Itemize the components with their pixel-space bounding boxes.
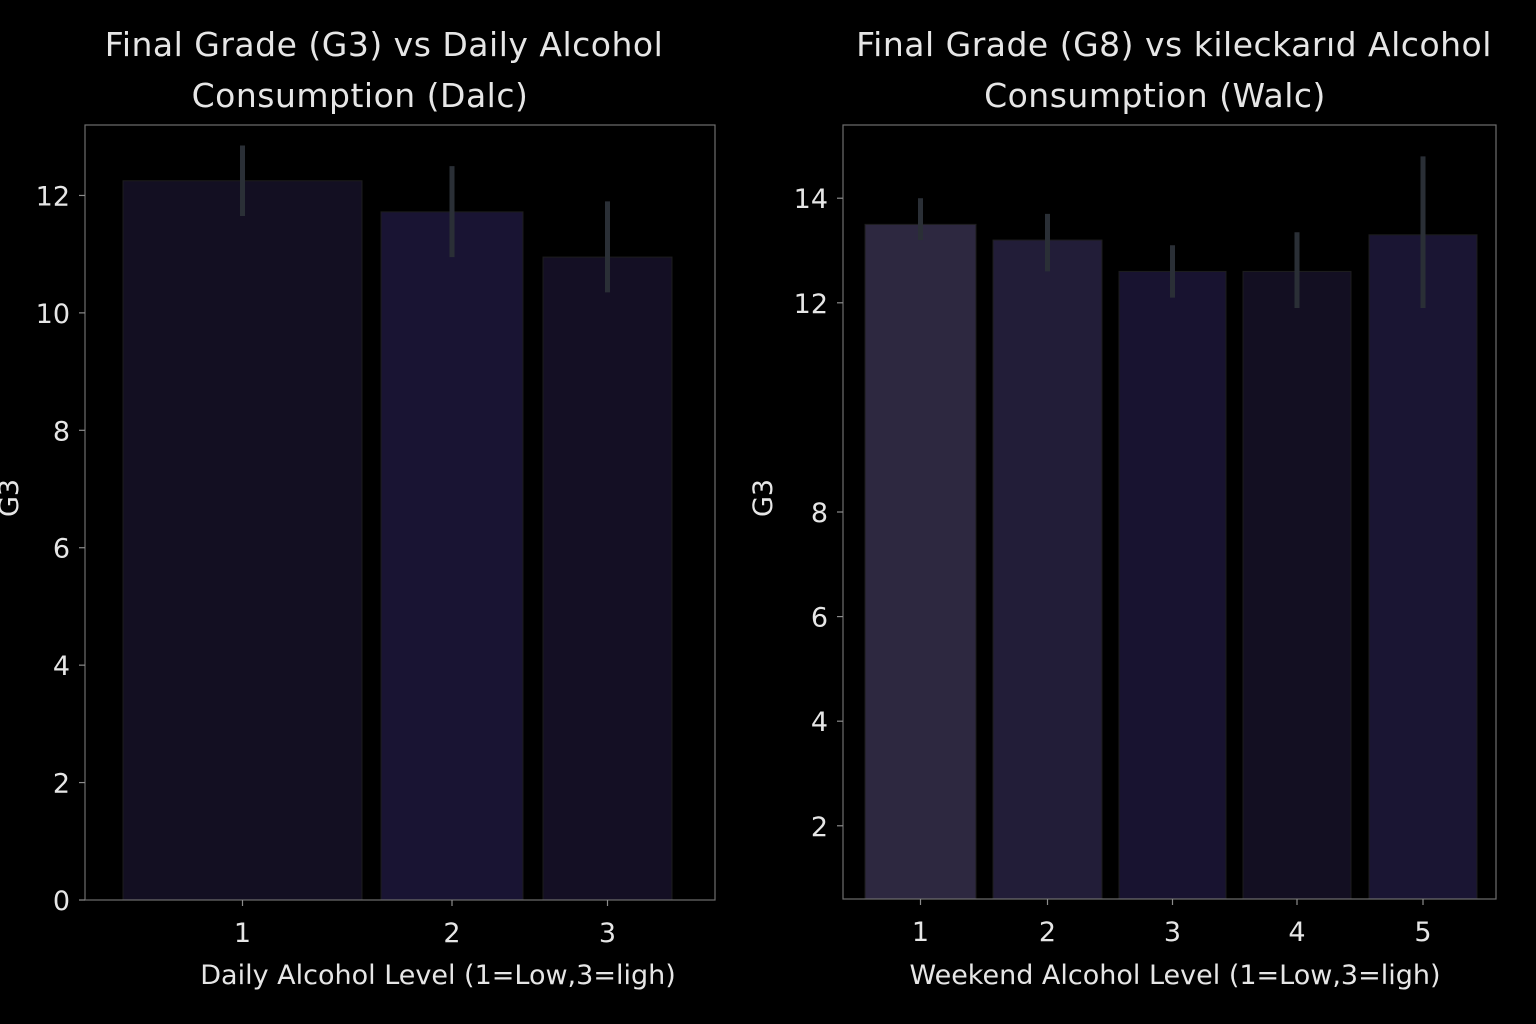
x-axis-ticks: 1 2 3 bbox=[234, 900, 616, 949]
x-tick-label: 3 bbox=[599, 918, 616, 949]
x-tick-label: 5 bbox=[1414, 917, 1431, 948]
bar-1 bbox=[122, 180, 363, 901]
weekend-alcohol-chart: Final Grade (G8) vs kileckarıd Alcohol C… bbox=[748, 25, 1497, 991]
plot-frame bbox=[84, 124, 716, 901]
error-bars bbox=[240, 145, 610, 293]
y-axis-label: G3 bbox=[748, 479, 779, 517]
bar-1 bbox=[864, 223, 977, 900]
bar-5 bbox=[1368, 234, 1478, 900]
y-tick-label: 14 bbox=[794, 184, 828, 215]
y-tick-label: 8 bbox=[811, 498, 828, 529]
y-tick-label: 10 bbox=[36, 299, 70, 330]
y-tick-label: 0 bbox=[53, 886, 70, 917]
y-tick-label: 6 bbox=[811, 603, 828, 634]
y-axis-label: G3 bbox=[0, 479, 25, 517]
error-bars bbox=[918, 156, 1426, 309]
y-tick-label: 2 bbox=[53, 769, 70, 800]
bar-3 bbox=[1118, 270, 1227, 900]
bar-4 bbox=[1242, 270, 1352, 900]
chart-title-line-2: Consumption (Dalc) bbox=[192, 76, 529, 115]
x-tick-label: 2 bbox=[1039, 917, 1056, 948]
y-tick-label: 4 bbox=[53, 651, 70, 682]
y-tick-label: 12 bbox=[36, 181, 70, 212]
bars bbox=[864, 223, 1478, 900]
bar-2 bbox=[380, 211, 524, 901]
bar-2 bbox=[992, 239, 1103, 900]
y-axis-ticks: 2 4 6 8 12 14 bbox=[794, 184, 843, 843]
x-axis-ticks: 1 2 3 4 5 bbox=[912, 899, 1432, 948]
x-tick-label: 4 bbox=[1288, 917, 1305, 948]
y-axis-ticks: 0 2 4 6 8 10 12 bbox=[36, 181, 85, 917]
y-tick-label: 6 bbox=[53, 534, 70, 565]
bar-3 bbox=[542, 256, 673, 901]
daily-alcohol-chart: Final Grade (G3) vs Daily Alcohol Consum… bbox=[0, 25, 716, 991]
y-tick-label: 8 bbox=[53, 416, 70, 447]
y-tick-label: 12 bbox=[794, 289, 828, 320]
x-tick-label: 2 bbox=[443, 918, 460, 949]
y-tick-label: 4 bbox=[811, 707, 828, 738]
chart-title-line-1: Final Grade (G8) vs kileckarıd Alcohol bbox=[856, 25, 1492, 64]
x-tick-label: 1 bbox=[234, 918, 251, 949]
y-tick-label: 2 bbox=[811, 812, 828, 843]
x-axis-label: Weekend Alcohol Level (1=Low,3=ligh) bbox=[909, 960, 1440, 991]
x-axis-label: Daily Alcohol Level (1=Low,3=ligh) bbox=[200, 960, 675, 991]
x-tick-label: 1 bbox=[912, 917, 929, 948]
bars bbox=[122, 180, 673, 901]
chart-title-line-2: Consumption (Walc) bbox=[984, 76, 1326, 115]
x-tick-label: 3 bbox=[1164, 917, 1181, 948]
chart-title-line-1: Final Grade (G3) vs Daily Alcohol bbox=[105, 25, 664, 64]
